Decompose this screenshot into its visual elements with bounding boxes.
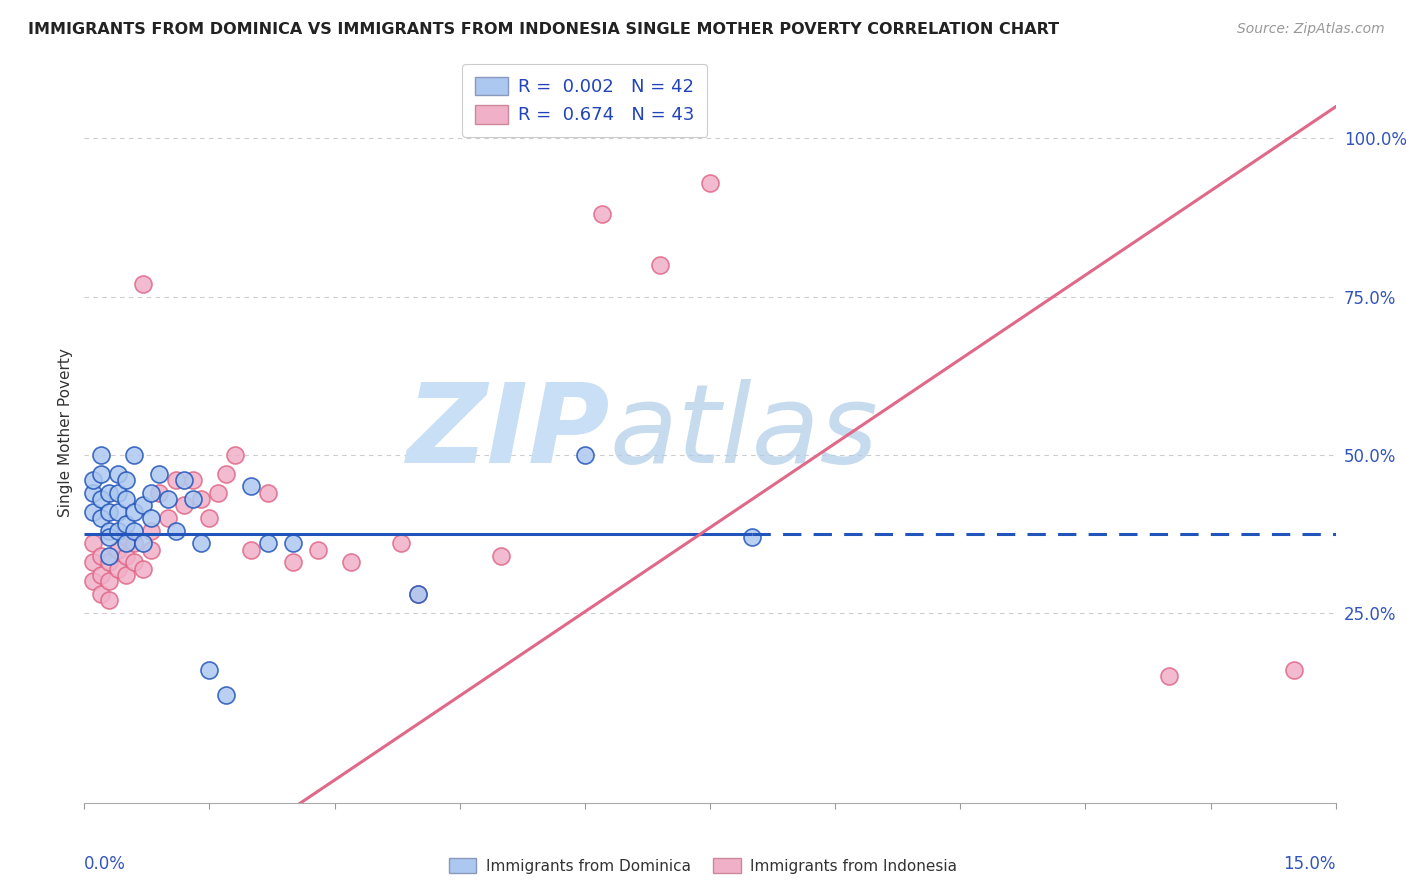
Point xyxy=(90,587,112,601)
Point xyxy=(648,258,671,272)
Point xyxy=(406,587,429,601)
Point xyxy=(90,448,112,462)
Point xyxy=(215,467,238,481)
Point xyxy=(139,485,162,500)
Point xyxy=(124,555,146,569)
Point xyxy=(107,467,129,481)
Point xyxy=(257,536,280,550)
Point xyxy=(82,536,104,550)
Point xyxy=(90,511,112,525)
Point xyxy=(139,511,162,525)
Point xyxy=(107,485,129,500)
Point xyxy=(173,499,195,513)
Point xyxy=(389,536,412,550)
Point xyxy=(574,448,596,462)
Point xyxy=(82,473,104,487)
Point xyxy=(181,473,204,487)
Point xyxy=(207,485,229,500)
Point xyxy=(107,505,129,519)
Point xyxy=(98,549,121,563)
Point xyxy=(198,663,221,677)
Point xyxy=(90,467,112,481)
Point xyxy=(90,491,112,506)
Text: ZIP: ZIP xyxy=(406,379,610,486)
Point xyxy=(240,479,263,493)
Point xyxy=(98,530,121,544)
Point xyxy=(340,555,363,569)
Point xyxy=(156,511,179,525)
Text: 15.0%: 15.0% xyxy=(1284,855,1336,872)
Point xyxy=(1157,669,1180,683)
Point xyxy=(98,555,121,569)
Point xyxy=(148,485,170,500)
Point xyxy=(148,467,170,481)
Point xyxy=(82,555,104,569)
Point xyxy=(281,536,304,550)
Point xyxy=(139,524,162,538)
Point xyxy=(307,542,329,557)
Point xyxy=(156,491,179,506)
Y-axis label: Single Mother Poverty: Single Mother Poverty xyxy=(58,348,73,517)
Point xyxy=(190,536,212,550)
Point xyxy=(139,542,162,557)
Point xyxy=(115,549,138,563)
Point xyxy=(173,473,195,487)
Legend: R =  0.002   N = 42, R =  0.674   N = 43: R = 0.002 N = 42, R = 0.674 N = 43 xyxy=(463,64,707,137)
Point xyxy=(406,587,429,601)
Point xyxy=(181,491,204,506)
Point xyxy=(132,536,155,550)
Point xyxy=(281,555,304,569)
Point xyxy=(98,485,121,500)
Text: Source: ZipAtlas.com: Source: ZipAtlas.com xyxy=(1237,22,1385,37)
Point xyxy=(165,524,187,538)
Point xyxy=(98,524,121,538)
Point xyxy=(591,207,613,221)
Point xyxy=(215,688,238,702)
Point xyxy=(115,568,138,582)
Text: 0.0%: 0.0% xyxy=(84,855,127,872)
Point xyxy=(98,505,121,519)
Point xyxy=(115,473,138,487)
Point xyxy=(257,485,280,500)
Point xyxy=(82,505,104,519)
Point xyxy=(132,499,155,513)
Point xyxy=(124,448,146,462)
Point xyxy=(107,562,129,576)
Point xyxy=(124,505,146,519)
Point xyxy=(90,568,112,582)
Point xyxy=(491,549,513,563)
Point xyxy=(82,574,104,589)
Legend: Immigrants from Dominica, Immigrants from Indonesia: Immigrants from Dominica, Immigrants fro… xyxy=(443,852,963,880)
Point xyxy=(115,530,138,544)
Point xyxy=(90,549,112,563)
Text: atlas: atlas xyxy=(610,379,879,486)
Point xyxy=(82,485,104,500)
Point xyxy=(115,517,138,532)
Point xyxy=(699,176,721,190)
Point xyxy=(107,542,129,557)
Point xyxy=(115,536,138,550)
Point xyxy=(124,524,146,538)
Point xyxy=(98,593,121,607)
Point xyxy=(190,491,212,506)
Point xyxy=(115,491,138,506)
Point xyxy=(741,530,763,544)
Text: IMMIGRANTS FROM DOMINICA VS IMMIGRANTS FROM INDONESIA SINGLE MOTHER POVERTY CORR: IMMIGRANTS FROM DOMINICA VS IMMIGRANTS F… xyxy=(28,22,1059,37)
Point xyxy=(1282,663,1305,677)
Point xyxy=(165,473,187,487)
Point xyxy=(132,277,155,291)
Point xyxy=(107,524,129,538)
Point xyxy=(98,574,121,589)
Point xyxy=(198,511,221,525)
Point xyxy=(132,562,155,576)
Point xyxy=(124,536,146,550)
Point xyxy=(240,542,263,557)
Point xyxy=(224,448,246,462)
